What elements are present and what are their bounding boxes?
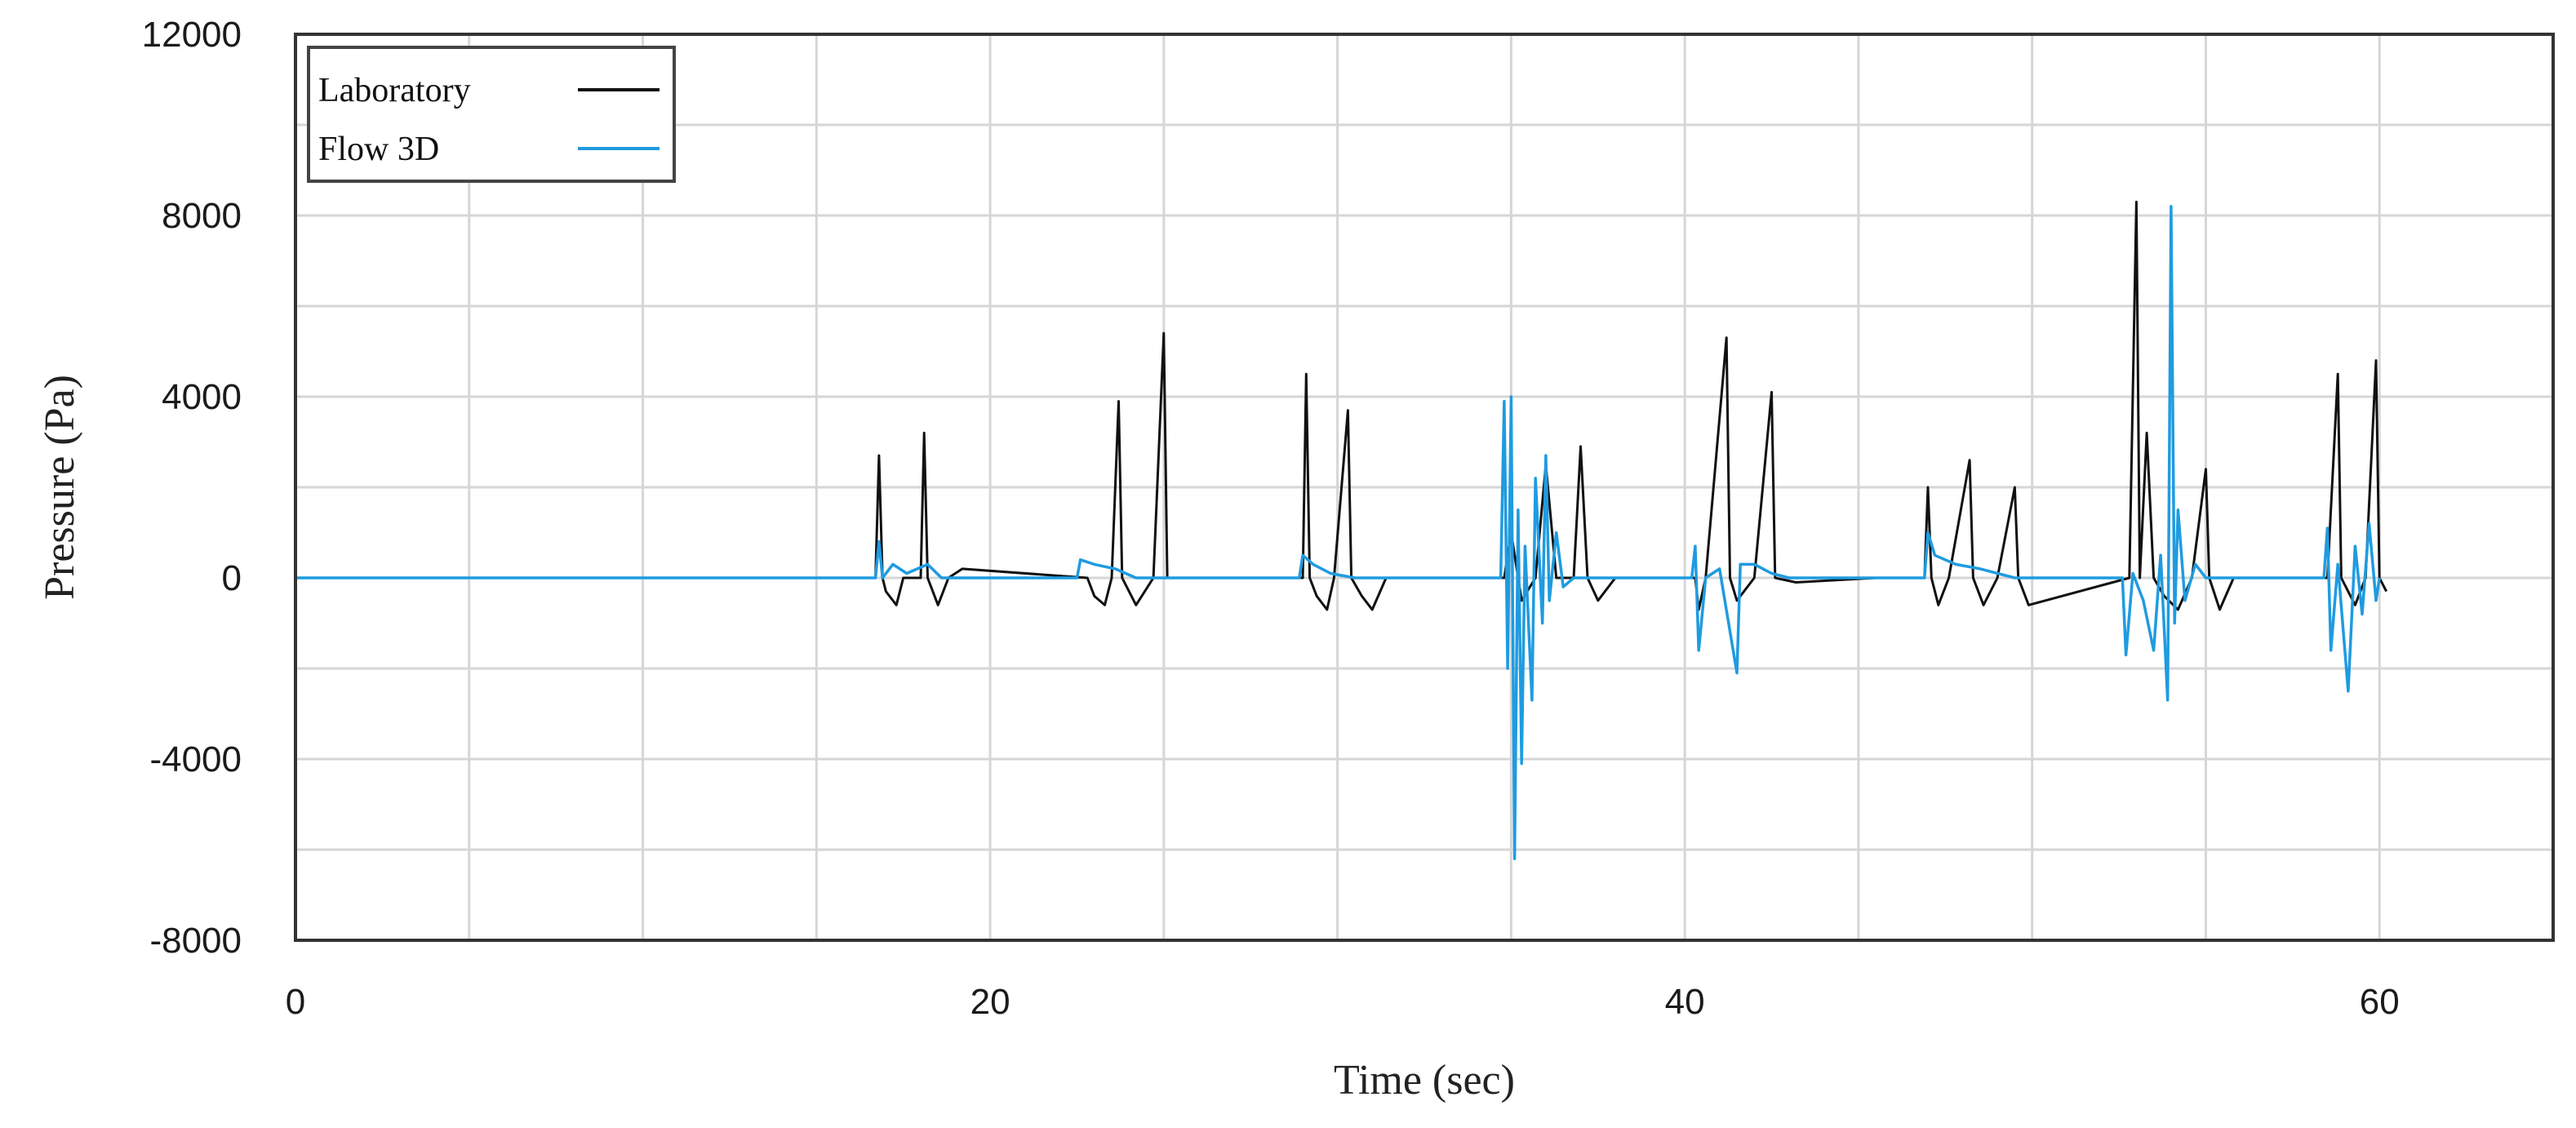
plot-frame [294, 33, 2555, 942]
series-line-flow-3d [295, 205, 2381, 860]
y-tick-label: -4000 [149, 739, 242, 779]
x-tick-label: 0 [286, 982, 305, 1022]
legend-label-laboratory: Laboratory [318, 72, 471, 109]
y-tick-label: 4000 [162, 377, 242, 417]
x-axis-title: Time (sec) [1334, 1057, 1515, 1104]
x-tick-label: 60 [2360, 982, 2400, 1022]
y-tick-label: 0 [222, 558, 242, 598]
legend-label-flow-3d: Flow 3D [318, 131, 439, 168]
x-tick-label: 20 [970, 982, 1010, 1022]
y-tick-label: 12000 [142, 15, 242, 55]
legend: Laboratory Flow 3D [307, 46, 676, 183]
x-tick-label: 40 [1665, 982, 1705, 1022]
y-tick-label: -8000 [149, 921, 242, 961]
y-axis-title: Pressure (Pa) [37, 375, 83, 600]
legend-box [307, 46, 676, 183]
y-tick-label: 8000 [162, 196, 242, 236]
series-lines [295, 200, 2388, 860]
series-line-laboratory [295, 200, 2388, 611]
tick-labels: 0 20 40 60 12000 8000 4000 0 -4000 -8000 [142, 15, 2400, 1022]
